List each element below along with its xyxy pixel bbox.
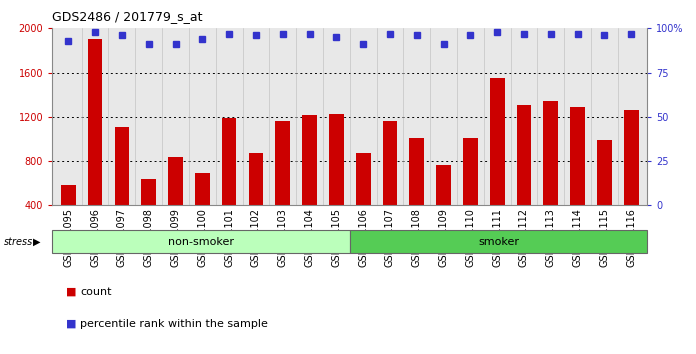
Bar [490,78,505,250]
Bar [61,185,76,250]
Bar [624,110,638,250]
Text: non-smoker: non-smoker [168,236,234,247]
Text: ■: ■ [66,319,77,329]
Bar [597,140,612,250]
Bar [516,105,531,250]
Bar [383,121,397,250]
Bar [302,115,317,250]
Bar [276,121,290,250]
Bar [463,138,477,250]
Bar [436,166,451,250]
Bar [409,138,424,250]
Text: ▶: ▶ [33,236,40,247]
Text: stress: stress [3,236,33,247]
Text: count: count [80,287,111,297]
Bar [141,179,156,250]
Text: smoker: smoker [478,236,519,247]
Bar [544,101,558,250]
Bar [115,127,129,250]
Text: percentile rank within the sample: percentile rank within the sample [80,319,268,329]
Bar [195,173,209,250]
Bar [222,118,237,250]
Bar [248,153,263,250]
Bar [88,39,102,250]
Bar [356,153,370,250]
Text: GDS2486 / 201779_s_at: GDS2486 / 201779_s_at [52,10,203,23]
Bar [570,107,585,250]
Bar [329,114,344,250]
Text: ■: ■ [66,287,77,297]
Bar [168,156,183,250]
